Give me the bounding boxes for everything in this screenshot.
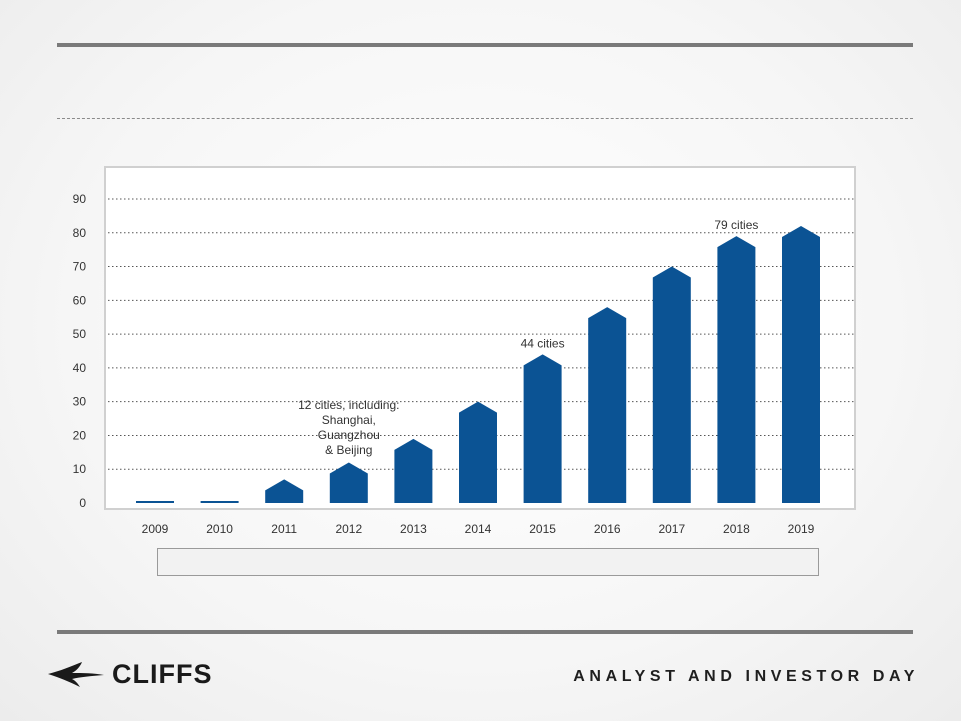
bar-2012 [329,462,368,503]
annotation-line: 12 cities, including: [298,398,399,412]
bar-2016 [588,307,627,503]
x-tick-label: 2016 [594,522,621,536]
title-divider [57,118,913,119]
x-tick-label: 2012 [335,522,362,536]
y-tick-label: 70 [73,260,87,274]
y-tick-label: 20 [73,428,87,442]
y-tick-label: 0 [79,496,86,510]
bar-2019 [782,226,820,503]
bar-2011 [265,479,304,503]
x-tick-label: 2017 [658,522,685,536]
annotation-line: 44 cities [521,336,565,350]
y-tick-label: 50 [73,327,87,341]
bar-2009 [136,501,174,503]
logo-text: CLIFFS [112,659,213,689]
x-tick-label: 2011 [271,522,297,536]
x-tick-label: 2014 [465,522,492,536]
annotation-line: Shanghai, [322,413,376,427]
bottom-rule [57,630,913,634]
y-tick-label: 10 [73,462,87,476]
bar-2013 [394,438,433,503]
x-tick-label: 2013 [400,522,427,536]
cliffs-logo: CLIFFS [46,656,236,692]
annotation-2015: 44 cities [521,336,565,350]
annotation-line: Guangzhou [318,428,380,442]
top-rule [57,43,913,47]
cliffs-bird-icon [48,662,104,687]
bar-2018 [717,236,756,503]
event-title: ANALYST AND INVESTOR DAY [573,668,919,685]
y-tick-label: 60 [73,293,87,307]
x-tick-label: 2018 [723,522,750,536]
bar-2015 [523,354,562,503]
bar-2014 [459,401,497,503]
y-tick-label: 80 [73,226,87,240]
annotation-2012: 12 cities, including: Shanghai, Guangzhou &… [298,398,399,457]
annotation-line: 79 cities [714,218,758,232]
bar-2010 [200,501,239,503]
annotation-line: & Beijing [325,443,372,457]
y-tick-label: 40 [73,361,87,375]
caption-box [157,548,819,576]
y-tick-label: 90 [73,192,87,206]
annotation-2018: 79 cities [714,218,758,232]
x-tick-label: 2009 [142,522,169,536]
x-tick-label: 2015 [529,522,556,536]
x-tick-label: 2010 [206,522,233,536]
x-tick-label: 2019 [788,522,815,536]
y-tick-label: 30 [73,395,87,409]
bar-2017 [652,266,691,503]
